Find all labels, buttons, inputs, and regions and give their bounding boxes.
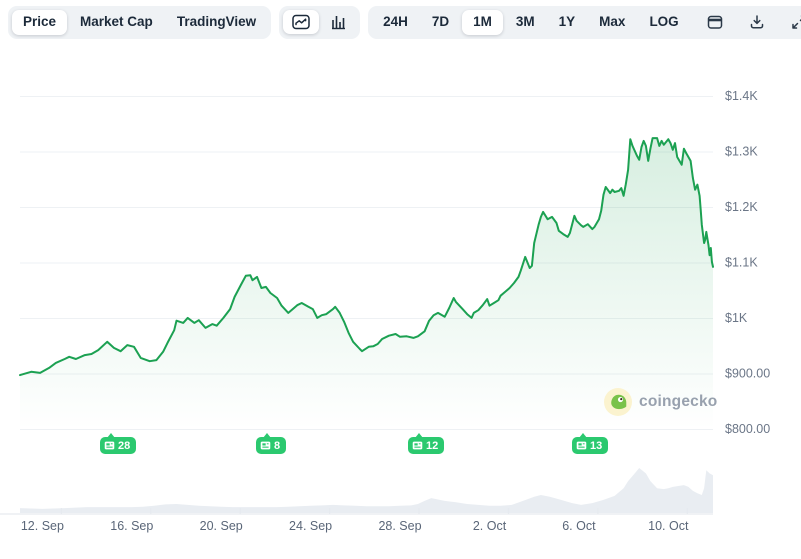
range-24h[interactable]: 24H [372,10,419,35]
chart-type-group [279,6,361,39]
y-axis-label: $1.2K [725,200,758,214]
x-axis-label: 6. Oct [562,519,596,533]
price-line [19,137,714,377]
x-axis-label: 28. Sep [378,519,421,533]
news-badge[interactable]: 12 [408,433,445,454]
bar-chart-icon[interactable] [321,10,356,34]
news-badge-count: 28 [118,439,131,452]
newspaper-icon [104,441,115,450]
view-tabs-group: Price Market Cap TradingView [8,6,272,39]
tab-tradingview[interactable]: TradingView [166,10,267,35]
download-icon[interactable] [740,10,774,34]
chart-toolbar: Price Market Cap TradingView 24H 7D 1M 3… [8,6,801,39]
coingecko-watermark: coingecko [604,388,717,416]
y-axis-label: $1.4K [725,89,758,103]
news-badge[interactable]: 13 [572,433,609,454]
price-area [20,138,713,430]
x-axis-label: 2. Oct [473,519,507,533]
news-badge-count: 12 [426,439,439,452]
fullscreen-icon[interactable] [782,10,801,34]
newspaper-icon [412,441,423,450]
y-axis-label: $900.00 [725,366,770,380]
range-selector-group: 24H 7D 1M 3M 1Y Max LOG [368,6,801,39]
news-badge-count: 8 [274,439,281,452]
range-1y[interactable]: 1Y [548,10,587,35]
x-axis-label: 16. Sep [110,519,153,533]
x-axis-label: 12. Sep [21,519,64,533]
news-badge[interactable]: 28 [100,433,137,454]
calendar-icon[interactable] [698,10,732,34]
range-max[interactable]: Max [588,10,636,35]
volume-navigator-area [20,468,713,513]
newspaper-icon [260,441,271,450]
coingecko-gecko-icon [604,388,632,416]
news-badge-count: 13 [590,439,603,452]
tab-market-cap[interactable]: Market Cap [69,10,164,35]
tab-price[interactable]: Price [12,10,68,35]
y-axis-label: $800.00 [725,422,770,436]
news-badge[interactable]: 8 [256,433,287,454]
y-axis-label: $1.3K [725,144,758,158]
range-3m[interactable]: 3M [505,10,546,35]
x-axis-label: 10. Oct [648,519,689,533]
y-axis-label: $1.1K [725,255,758,269]
range-1m[interactable]: 1M [462,10,503,35]
range-7d[interactable]: 7D [421,10,460,35]
y-axis-label: $1K [725,311,748,325]
log-scale-toggle[interactable]: LOG [638,10,689,35]
newspaper-icon [576,441,587,450]
watermark-label: coingecko [639,393,718,410]
line-chart-icon[interactable] [283,10,320,35]
x-axis-label: 24. Sep [289,519,332,533]
x-axis-label: 20. Sep [200,519,243,533]
